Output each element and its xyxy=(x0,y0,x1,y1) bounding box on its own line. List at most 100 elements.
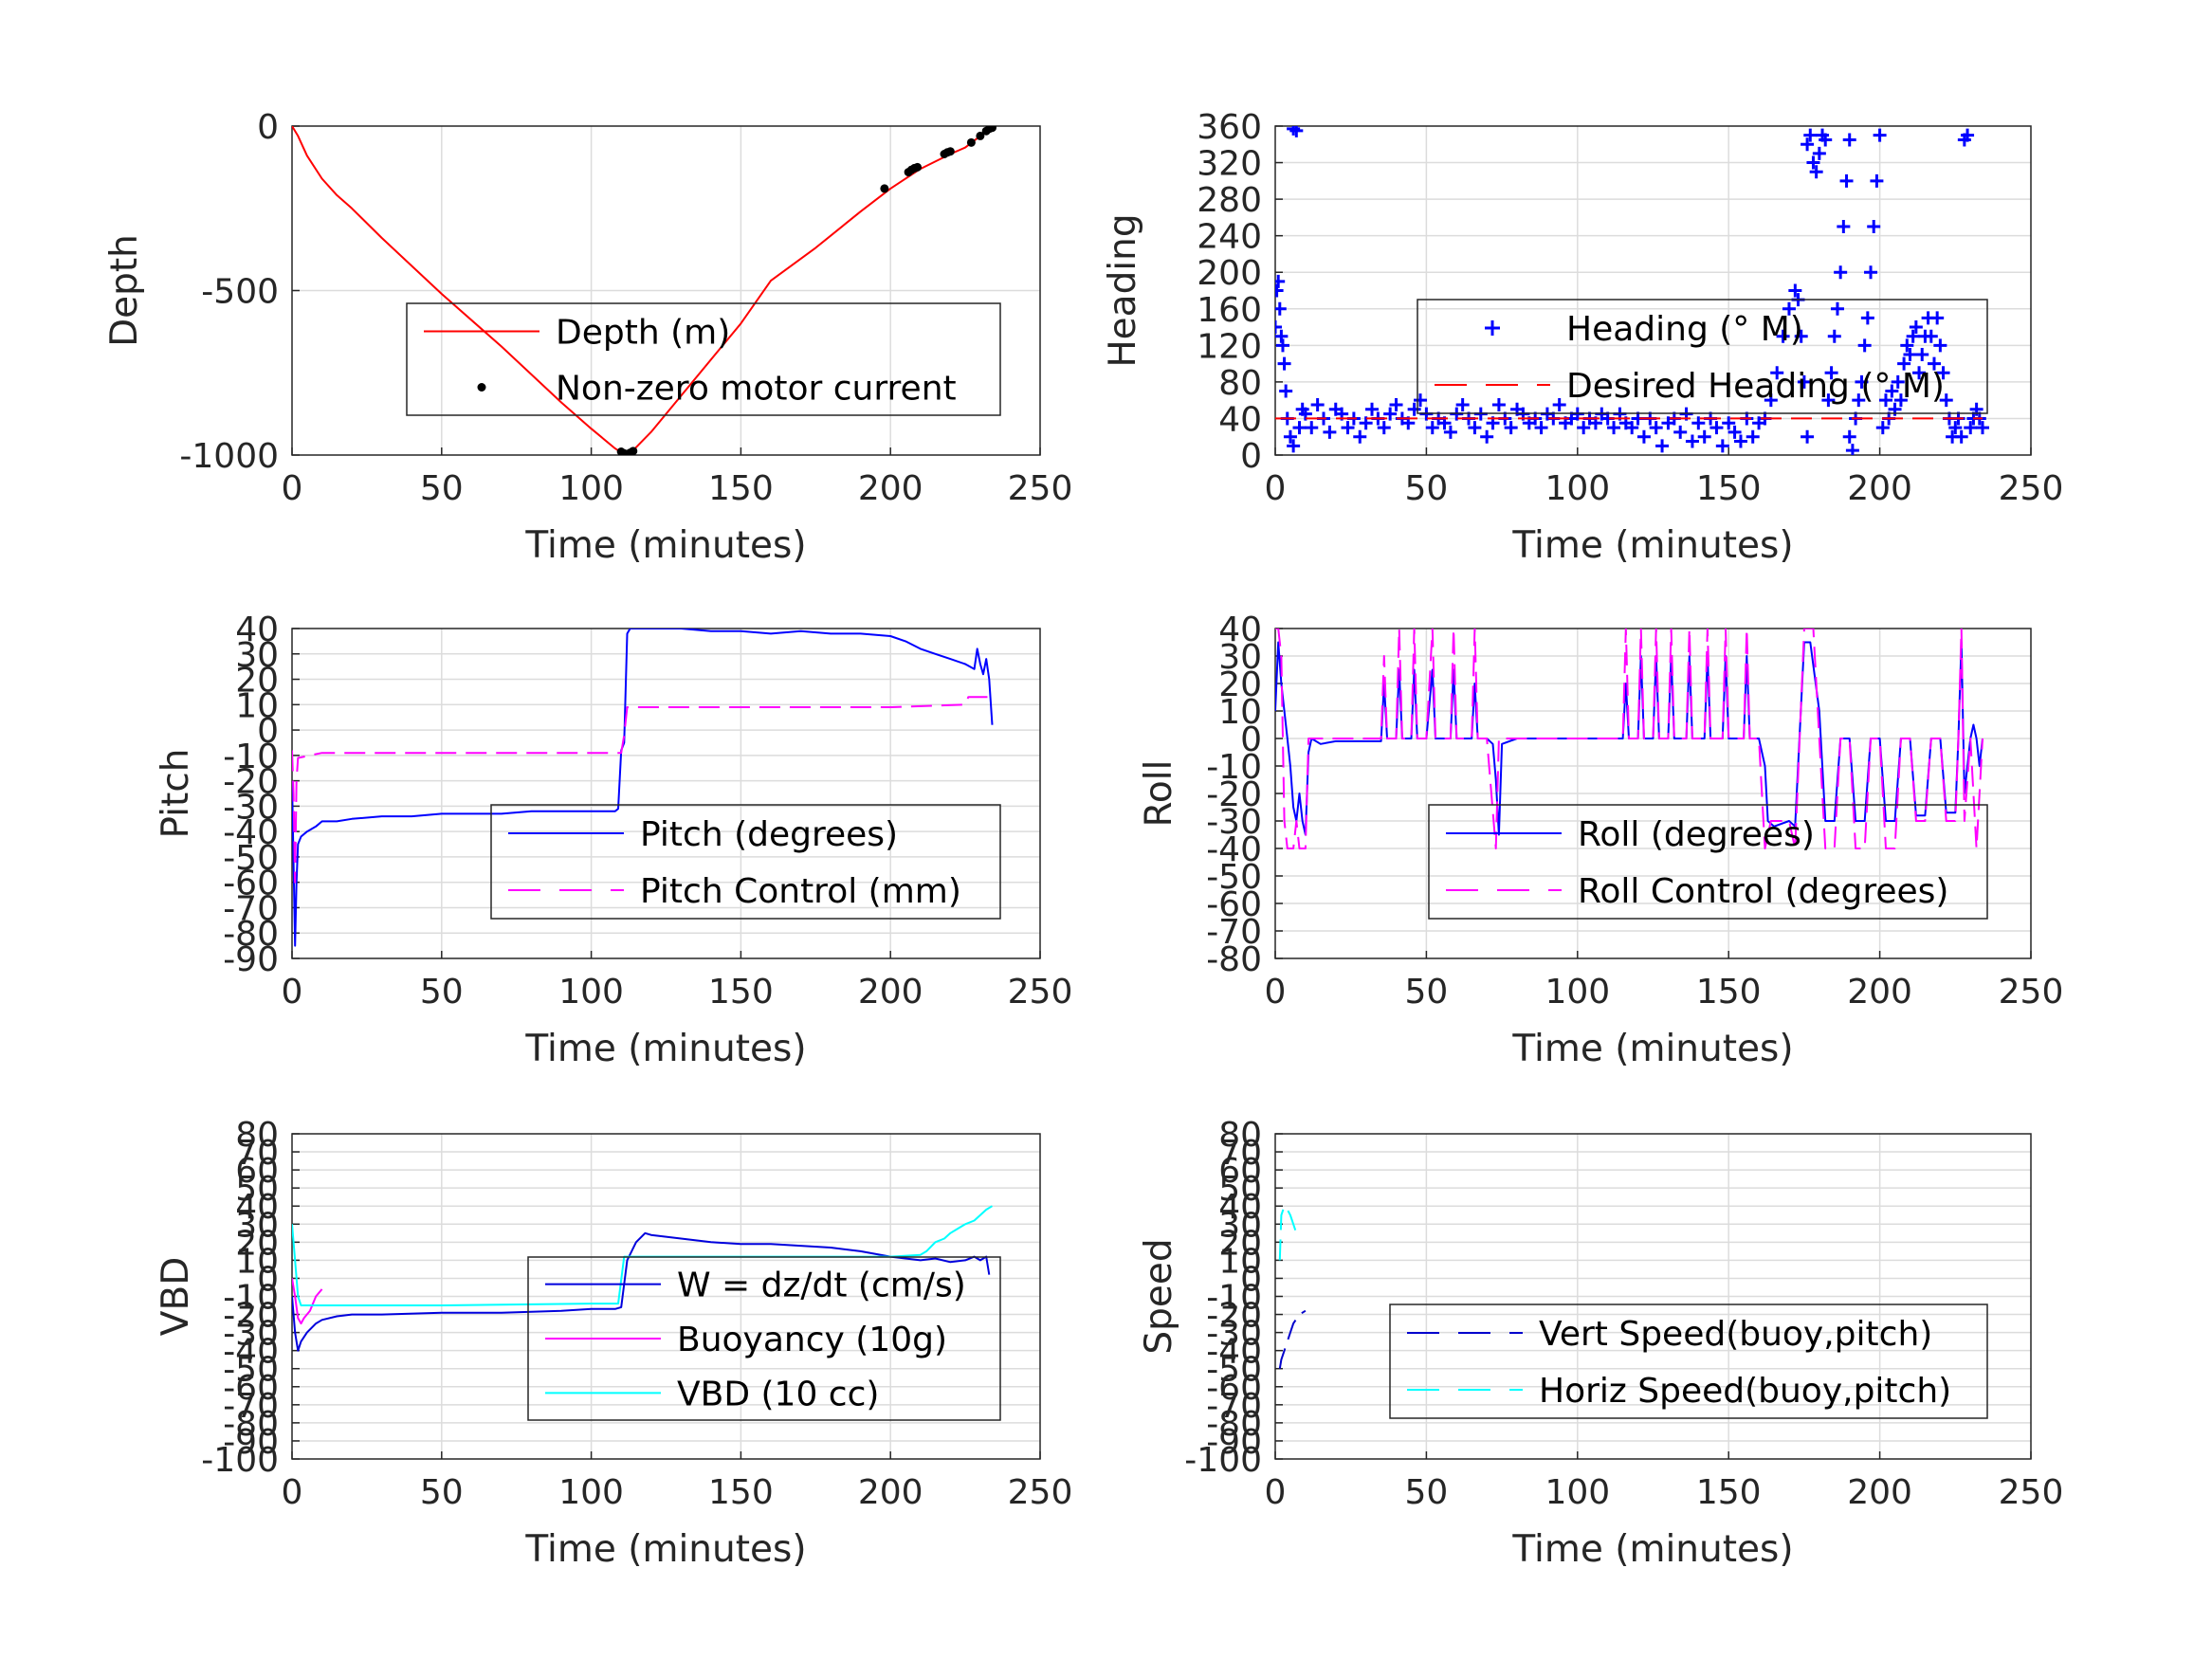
depth-series-1-point xyxy=(976,131,985,140)
depth-x-tick-label: 150 xyxy=(708,469,774,508)
heading-series-0-point xyxy=(1867,220,1881,234)
heading-series-0-point xyxy=(1715,439,1729,453)
speed-y-tick-label: 50 xyxy=(1218,1170,1262,1209)
heading-series-0-point xyxy=(1504,421,1518,435)
heading-series-0-point xyxy=(1407,402,1421,416)
heading-y-tick-label: 120 xyxy=(1197,327,1262,366)
speed-y-tick-label: -100 xyxy=(1184,1441,1262,1480)
heading-series-0-point xyxy=(1722,416,1736,430)
vbd-legend-entry: VBD (10 cc) xyxy=(677,1375,879,1413)
heading-series-0-point xyxy=(1964,421,1978,435)
roll-y-axis-label: Roll xyxy=(1138,760,1180,828)
heading-series-0-point xyxy=(1782,301,1796,316)
pitch-series-1-line xyxy=(292,696,993,884)
depth-x-tick-label: 200 xyxy=(858,469,923,508)
speed-legend-entry: Vert Speed(buoy,pitch) xyxy=(1539,1315,1932,1354)
roll-plot-area xyxy=(1275,629,1983,849)
vbd-chart: 0 50 100 150 200 25080706050403020100-10-20-3… xyxy=(155,1116,1072,1571)
heading-series-0-point xyxy=(1275,329,1289,343)
heading-series-0-point xyxy=(1625,421,1639,435)
speed-legend-entry: Horiz Speed(buoy,pitch) xyxy=(1539,1372,1951,1411)
pitch-y-tick-label: -30 xyxy=(223,788,279,827)
heading-series-0-point xyxy=(1292,421,1307,435)
heading-y-tick-label: 80 xyxy=(1218,364,1262,403)
heading-series-0-point xyxy=(1728,425,1742,439)
depth-legend-box xyxy=(406,302,1001,416)
roll-legend-entry: Roll Control (degrees) xyxy=(1578,872,1948,911)
heading-series-0-point xyxy=(1830,301,1844,316)
heading-series-0-point xyxy=(1864,265,1878,280)
speed-y-tick-label: 80 xyxy=(1218,1116,1262,1155)
roll-y-tick-label: -30 xyxy=(1206,803,1262,842)
pitch-y-tick-label: 10 xyxy=(235,686,279,725)
heading-series-0-point xyxy=(1930,311,1945,325)
roll-legend-entry: Roll (degrees) xyxy=(1578,815,1815,854)
vbd-x-tick-label: 250 xyxy=(1008,1473,1073,1512)
speed-y-tick-label: 40 xyxy=(1218,1188,1262,1227)
heading-series-0-point xyxy=(1455,397,1470,411)
heading-series-0-point xyxy=(1770,366,1784,380)
roll-x-tick-label: 100 xyxy=(1545,973,1610,1012)
heading-series-0-point xyxy=(1279,384,1293,398)
depth-x-tick-label: 0 xyxy=(282,469,303,508)
heading-series-0-point xyxy=(1821,393,1836,408)
heading-series-0-point xyxy=(1277,356,1291,371)
heading-y-tick-label: 280 xyxy=(1197,181,1262,220)
speed-y-tick-label: -10 xyxy=(1206,1279,1262,1318)
heading-series-0-point xyxy=(1842,429,1856,444)
speed-y-tick-label: -70 xyxy=(1206,1387,1262,1426)
vbd-y-tick-label: 50 xyxy=(235,1170,279,1209)
depth-series-1-point xyxy=(913,162,923,172)
speed-legend: Vert Speed(buoy,pitch) Horiz Speed(buoy,p… xyxy=(1389,1304,1988,1419)
heading-series-0-point xyxy=(1806,155,1820,170)
roll-x-tick-label: 0 xyxy=(1265,973,1287,1012)
roll-x-tick-label: 150 xyxy=(1696,973,1762,1012)
pitch-y-tick-label: -20 xyxy=(223,763,279,802)
heading-series-0-point xyxy=(1827,329,1841,343)
pitch-chart: 0 50 100 150 200 250403020100-10-20-30-40-50-… xyxy=(155,611,1072,1070)
heading-plot-area xyxy=(1275,126,1989,455)
speed-y-tick-label: -60 xyxy=(1206,1369,1262,1408)
roll-y-tick-label: 10 xyxy=(1218,693,1262,732)
vbd-x-tick-label: 100 xyxy=(558,1473,624,1512)
vbd-x-tick-label: 0 xyxy=(282,1473,303,1512)
depth-legend-entry: Non-zero motor current xyxy=(556,370,957,409)
heading-series-0-point xyxy=(1975,421,1989,435)
speed-y-tick-label: 30 xyxy=(1218,1206,1262,1245)
heading-series-0-point xyxy=(1812,146,1826,160)
vbd-legend-entry: W = dz/dt (cm/s) xyxy=(677,1267,966,1305)
heading-series-0-point xyxy=(1275,274,1286,288)
roll-y-tick-label: 0 xyxy=(1240,720,1262,759)
pitch-y-tick-label: -90 xyxy=(223,940,279,979)
roll-y-tick-label: -60 xyxy=(1206,885,1262,924)
heading-series-0-point xyxy=(1903,347,1917,361)
depth-plot-area xyxy=(292,126,997,455)
heading-series-0-point xyxy=(1673,425,1688,439)
heading-series-0-point xyxy=(1275,301,1287,316)
roll-series-1-line xyxy=(1275,629,1983,849)
pitch-x-tick-label: 0 xyxy=(282,973,303,1012)
heading-series-0-point xyxy=(1691,416,1706,430)
heading-series-0-point xyxy=(1961,128,1975,142)
depth-legend-swatch xyxy=(477,383,486,392)
heading-series-0-point xyxy=(1857,338,1872,353)
pitch-series-0-line xyxy=(292,629,994,947)
heading-series-0-point xyxy=(1414,393,1428,408)
roll-y-tick-label: 40 xyxy=(1218,611,1262,649)
roll-y-tick-label: -20 xyxy=(1206,775,1262,814)
pitch-y-tick-label: 40 xyxy=(235,611,279,649)
heading-series-0-point xyxy=(1845,444,1859,455)
roll-y-tick-label: 20 xyxy=(1218,665,1262,704)
speed-y-tick-label: 60 xyxy=(1218,1152,1262,1191)
heading-series-0-point xyxy=(1912,366,1927,380)
vbd-y-tick-label: 40 xyxy=(235,1188,279,1227)
roll-y-tick-label: -80 xyxy=(1206,940,1262,979)
pitch-legend-box xyxy=(490,804,1001,920)
heading-series-0-point xyxy=(1383,407,1398,421)
speed-y-tick-label: -90 xyxy=(1206,1423,1262,1462)
roll-x-axis-label: Time (minutes) xyxy=(1511,1028,1793,1070)
heading-series-0-point xyxy=(1746,429,1760,444)
heading-series-0-point xyxy=(1809,165,1823,179)
vbd-y-tick-label: -20 xyxy=(223,1297,279,1336)
